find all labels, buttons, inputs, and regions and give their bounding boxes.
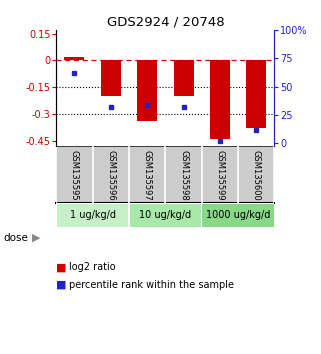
Bar <box>203 204 274 227</box>
Text: GSM135600: GSM135600 <box>252 150 261 201</box>
Text: GSM135595: GSM135595 <box>70 150 79 201</box>
Text: dose: dose <box>3 233 28 243</box>
Bar <box>130 204 201 227</box>
Text: percentile rank within the sample: percentile rank within the sample <box>69 280 234 290</box>
Text: GSM135598: GSM135598 <box>179 150 188 201</box>
Text: 1000 ug/kg/d: 1000 ug/kg/d <box>206 210 270 220</box>
Bar <box>210 61 230 139</box>
Bar <box>173 61 194 96</box>
Bar <box>137 61 157 121</box>
Bar <box>64 57 84 61</box>
Text: GSM135599: GSM135599 <box>215 150 224 201</box>
Text: GSM135596: GSM135596 <box>106 150 115 201</box>
Text: ■: ■ <box>56 262 67 272</box>
Text: GSM135597: GSM135597 <box>143 150 152 201</box>
Text: 1 ug/kg/d: 1 ug/kg/d <box>70 210 116 220</box>
Text: 10 ug/kg/d: 10 ug/kg/d <box>139 210 191 220</box>
Text: ■: ■ <box>56 280 67 290</box>
Text: ▶: ▶ <box>32 233 40 243</box>
Bar <box>101 61 121 96</box>
Bar <box>246 61 266 128</box>
Bar <box>57 204 128 227</box>
Text: log2 ratio: log2 ratio <box>69 262 116 272</box>
Title: GDS2924 / 20748: GDS2924 / 20748 <box>107 16 224 29</box>
